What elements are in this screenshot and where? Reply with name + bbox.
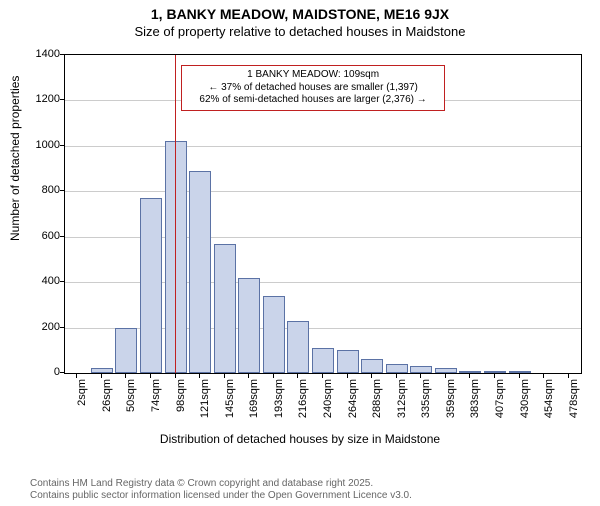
- x-tick-mark: [371, 374, 372, 378]
- x-tick-mark: [273, 374, 274, 378]
- bar: [410, 366, 432, 373]
- bar: [509, 371, 531, 373]
- page-title-line2: Size of property relative to detached ho…: [0, 24, 600, 39]
- x-tick-mark: [396, 374, 397, 378]
- x-tick-mark: [125, 374, 126, 378]
- bar: [435, 368, 457, 373]
- x-tick-label: 2sqm: [76, 379, 88, 429]
- annotation-line1: 1 BANKY MEADOW: 109sqm: [188, 69, 438, 82]
- x-tick-mark: [469, 374, 470, 378]
- x-tick-mark: [322, 374, 323, 378]
- page-title-line1: 1, BANKY MEADOW, MAIDSTONE, ME16 9JX: [0, 6, 600, 22]
- x-tick-mark: [175, 374, 176, 378]
- x-tick-mark: [347, 374, 348, 378]
- bar: [287, 321, 309, 373]
- x-tick-mark: [519, 374, 520, 378]
- footer-line2: Contains public sector information licen…: [30, 490, 412, 502]
- annotation-box: 1 BANKY MEADOW: 109sqm ← 37% of detached…: [181, 65, 445, 111]
- bar: [140, 198, 162, 373]
- x-axis-label: Distribution of detached houses by size …: [0, 432, 600, 446]
- x-tick-label: 430sqm: [519, 379, 531, 429]
- x-tick-label: 407sqm: [494, 379, 506, 429]
- bar: [361, 359, 383, 373]
- x-tick-label: 216sqm: [297, 379, 309, 429]
- x-tick-label: 383sqm: [469, 379, 481, 429]
- footer-line1: Contains HM Land Registry data © Crown c…: [30, 478, 412, 490]
- x-tick-mark: [420, 374, 421, 378]
- x-tick-mark: [248, 374, 249, 378]
- y-tick-label: 0: [20, 366, 60, 378]
- x-tick-label: 145sqm: [224, 379, 236, 429]
- bar: [337, 350, 359, 373]
- x-tick-label: 240sqm: [322, 379, 334, 429]
- bar: [484, 371, 506, 373]
- x-tick-label: 478sqm: [568, 379, 580, 429]
- x-tick-label: 74sqm: [150, 379, 162, 429]
- x-tick-label: 169sqm: [248, 379, 260, 429]
- x-tick-mark: [199, 374, 200, 378]
- annotation-line2: ← 37% of detached houses are smaller (1,…: [188, 82, 438, 95]
- x-tick-mark: [494, 374, 495, 378]
- bar: [189, 171, 211, 373]
- y-tick-label: 600: [20, 230, 60, 242]
- x-tick-mark: [101, 374, 102, 378]
- bar: [459, 371, 481, 373]
- x-tick-mark: [445, 374, 446, 378]
- annotation-line3: 62% of semi-detached houses are larger (…: [188, 94, 438, 107]
- x-tick-mark: [76, 374, 77, 378]
- x-tick-mark: [543, 374, 544, 378]
- y-tick-label: 1000: [20, 139, 60, 151]
- x-tick-label: 264sqm: [347, 379, 359, 429]
- x-tick-label: 335sqm: [420, 379, 432, 429]
- x-tick-mark: [150, 374, 151, 378]
- y-tick-label: 200: [20, 321, 60, 333]
- chart-stage: Number of detached properties 0200400600…: [0, 46, 600, 456]
- x-tick-mark: [224, 374, 225, 378]
- plot-area: 1 BANKY MEADOW: 109sqm ← 37% of detached…: [64, 54, 582, 374]
- x-tick-label: 26sqm: [101, 379, 113, 429]
- x-tick-mark: [297, 374, 298, 378]
- bar: [263, 296, 285, 373]
- footer-attribution: Contains HM Land Registry data © Crown c…: [30, 478, 412, 502]
- bar: [386, 364, 408, 373]
- bar: [214, 244, 236, 373]
- x-tick-label: 454sqm: [543, 379, 555, 429]
- bar: [238, 278, 260, 373]
- x-tick-label: 288sqm: [371, 379, 383, 429]
- bar: [115, 328, 137, 373]
- x-tick-label: 193sqm: [273, 379, 285, 429]
- x-tick-label: 50sqm: [125, 379, 137, 429]
- x-tick-label: 359sqm: [445, 379, 457, 429]
- y-tick-label: 1400: [20, 48, 60, 60]
- y-tick-label: 1200: [20, 93, 60, 105]
- bar: [312, 348, 334, 373]
- marker-line: [175, 55, 176, 373]
- x-tick-label: 312sqm: [396, 379, 408, 429]
- x-tick-label: 98sqm: [175, 379, 187, 429]
- y-tick-label: 400: [20, 275, 60, 287]
- x-tick-label: 121sqm: [199, 379, 211, 429]
- y-tick-label: 800: [20, 184, 60, 196]
- bar: [91, 368, 113, 373]
- x-tick-mark: [568, 374, 569, 378]
